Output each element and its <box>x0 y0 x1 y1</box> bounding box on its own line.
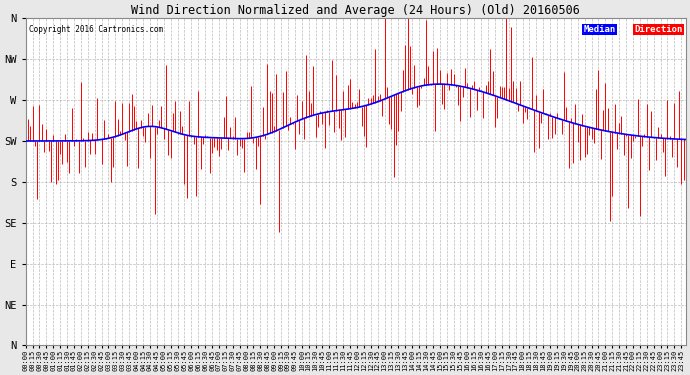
Text: Direction: Direction <box>634 25 682 34</box>
Text: Median: Median <box>584 25 615 34</box>
Text: Copyright 2016 Cartronics.com: Copyright 2016 Cartronics.com <box>29 25 163 34</box>
Title: Wind Direction Normalized and Average (24 Hours) (Old) 20160506: Wind Direction Normalized and Average (2… <box>131 4 580 17</box>
